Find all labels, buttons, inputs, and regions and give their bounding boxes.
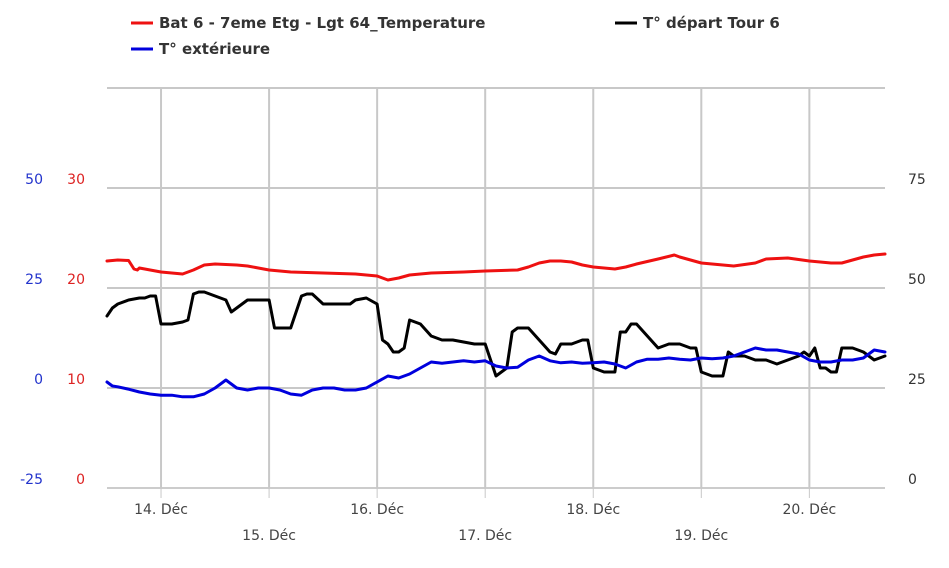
y-tick-label-red-left: 10 — [67, 372, 85, 388]
series-line-1 — [105, 290, 887, 378]
y-tick-label-blue-left: -25 — [20, 472, 43, 488]
y-tick-label-red-left: 20 — [67, 272, 85, 288]
y-tick-label-right: 75 — [908, 172, 926, 188]
x-tick-label: 19. Déc — [674, 528, 728, 544]
x-tick-label: 18. Déc — [566, 502, 620, 518]
y-tick-label-right: 50 — [908, 272, 926, 288]
y-tick-label-blue-left: 50 — [25, 172, 43, 188]
legend-item-0[interactable]: Bat 6 - 7eme Etg - Lgt 64_Temperature — [131, 14, 485, 32]
y-tick-label-red-left: 0 — [76, 472, 85, 488]
x-tick-label: 20. Déc — [782, 502, 836, 518]
series-lines — [105, 252, 887, 399]
x-tick-label: 15. Déc — [242, 528, 296, 544]
series-line-2 — [105, 346, 887, 399]
series-line-0 — [105, 252, 887, 282]
axes: 14. Déc 15. Déc 16. Déc 17. Déc 18. Déc 19. D… — [20, 172, 926, 544]
x-tick-label: 17. Déc — [458, 528, 512, 544]
legend[interactable]: Bat 6 - 7eme Etg - Lgt 64_Temperature T° … — [131, 14, 780, 58]
grid — [107, 87, 885, 498]
y-tick-label-right: 0 — [908, 472, 917, 488]
legend-item-1[interactable]: T° départ Tour 6 — [615, 14, 780, 32]
y-tick-label-red-left: 30 — [67, 172, 85, 188]
x-tick-label: 16. Déc — [350, 502, 404, 518]
y-tick-label-blue-left: 0 — [34, 372, 43, 388]
legend-label: Bat 6 - 7eme Etg - Lgt 64_Temperature — [159, 14, 485, 32]
y-tick-label-blue-left: 25 — [25, 272, 43, 288]
legend-label: T° extérieure — [159, 40, 270, 58]
x-tick-label: 14. Déc — [134, 502, 188, 518]
legend-item-2[interactable]: T° extérieure — [131, 40, 270, 58]
y-tick-label-right: 25 — [908, 372, 926, 388]
legend-label: T° départ Tour 6 — [643, 14, 780, 32]
